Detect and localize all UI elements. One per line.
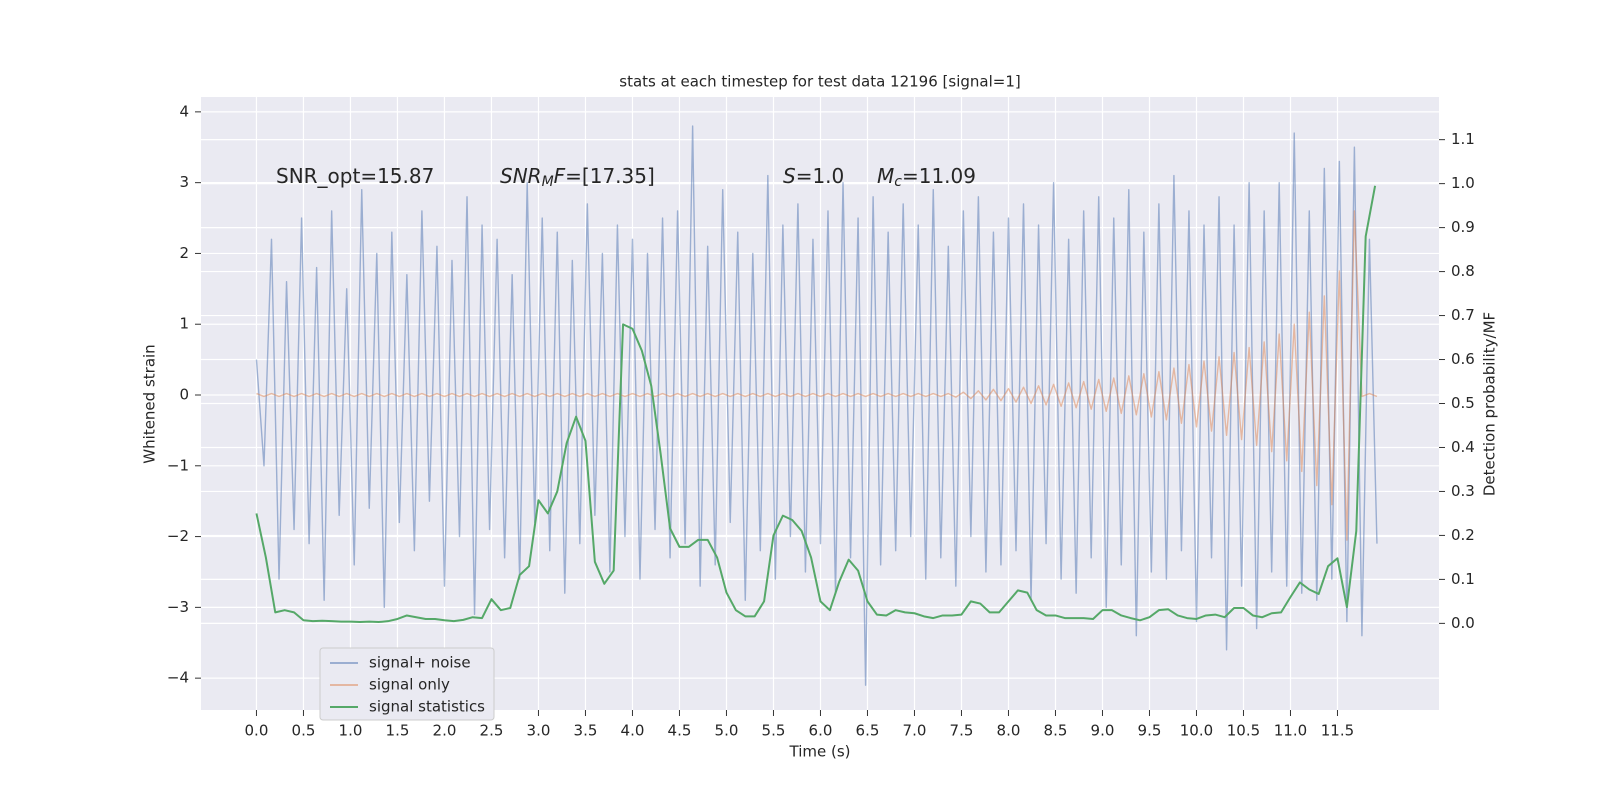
x-tick-label: 0.0 (245, 722, 269, 740)
y-tick-label: −1 (167, 456, 189, 474)
annotation-part: SNR_opt=15.87 (276, 164, 434, 188)
x-tick-label: 7.5 (950, 722, 974, 740)
x-tick-label: 2.5 (480, 722, 504, 740)
annotation: Mc=11.09 (877, 164, 976, 191)
x-tick-label: 8.5 (1044, 722, 1068, 740)
annotation-part: =1.0 (796, 164, 845, 188)
x-tick-label: 4.0 (621, 722, 645, 740)
y2-tick-label: 0.7 (1451, 306, 1475, 324)
x-tick-label: 4.5 (668, 722, 692, 740)
x-tick-label: 2.0 (433, 722, 457, 740)
marks (255, 125, 1378, 686)
x-tick-label: 9.0 (1091, 722, 1115, 740)
annotation-part: S (783, 164, 796, 188)
y2-tick-label: 0.2 (1451, 526, 1475, 544)
x-axis-label: Time (s) (789, 743, 851, 761)
annotation-part: M (877, 164, 894, 188)
y-tick-label: 0 (179, 386, 189, 404)
y-tick-label: 1 (179, 315, 189, 333)
y-tick-label: 3 (179, 173, 189, 191)
x-tick-label: 10.0 (1180, 722, 1213, 740)
x-tick-label: 1.0 (339, 722, 363, 740)
x-tick-label: 6.0 (809, 722, 833, 740)
x-tick-label: 1.5 (386, 722, 410, 740)
axes: 0.0 0.5 1.0 1.5 2.0 2.5 3.0 3.5 4.0 4.5 5.0 5.5 6.0 6… (167, 102, 1475, 739)
y2-tick-label: 0.9 (1451, 218, 1475, 236)
x-tick-label: 9.5 (1138, 722, 1162, 740)
annotation: SNRMF=[17.35] (500, 164, 655, 191)
x-tick-label: 11.0 (1274, 722, 1307, 740)
chart-title: stats at each timestep for test data 121… (619, 73, 1020, 91)
annotation-part: F (554, 164, 566, 188)
x-tick-label: 5.0 (715, 722, 739, 740)
x-tick-label: 5.5 (762, 722, 786, 740)
y2-tick-label: 0.0 (1451, 614, 1475, 632)
y2-tick-label: 0.5 (1451, 394, 1475, 412)
y2-tick-label: 0.1 (1451, 570, 1475, 588)
series-line (255, 185, 1377, 624)
legend-label: signal only (369, 676, 450, 694)
x-tick-label: 10.5 (1227, 722, 1260, 740)
annotation-part: =[17.35] (565, 164, 655, 188)
y-tick-label: −2 (167, 527, 189, 545)
annotation: SNR_opt=15.87 (276, 164, 434, 188)
x-tick-label: 11.5 (1321, 722, 1354, 740)
annotation-part: M (542, 174, 554, 190)
y-tick-label: −4 (167, 669, 189, 687)
y-axis-label: Whitened strain (141, 344, 159, 463)
series-line (256, 210, 1378, 541)
y2-tick-label: 0.3 (1451, 482, 1475, 500)
y2-tick-label: 0.6 (1451, 350, 1475, 368)
x-tick-label: 3.5 (574, 722, 598, 740)
legend-label: signal statistics (369, 698, 485, 716)
legend-box (319, 647, 495, 721)
annotation-part: =11.09 (902, 164, 976, 188)
x-tick-label: 6.5 (856, 722, 880, 740)
legend: signal+ noise signal only signal statistic… (319, 647, 495, 721)
y2-tick-label: 1.1 (1451, 130, 1475, 148)
y-tick-label: 2 (179, 244, 189, 262)
y2-axis-label: Detection probability/MF (1481, 312, 1499, 496)
x-tick-label: 7.0 (903, 722, 927, 740)
annotation-part: c (894, 174, 902, 190)
y2-tick-label: 0.4 (1451, 438, 1475, 456)
x-tick-label: 8.0 (997, 722, 1021, 740)
annotations: SNR_opt=15.87 SNRMF=[17.35] S=1.0 Mc=11.09 (276, 164, 976, 191)
legend-label: signal+ noise (369, 654, 471, 672)
annotation-part: SNR (500, 164, 542, 188)
y2-tick-label: 1.0 (1451, 174, 1475, 192)
series-line (255, 125, 1378, 686)
y-tick-label: 4 (179, 102, 189, 120)
y-tick-label: −3 (167, 598, 189, 616)
x-tick-label: 0.5 (292, 722, 316, 740)
x-tick-label: 3.0 (527, 722, 551, 740)
annotation: S=1.0 (783, 164, 844, 188)
y2-tick-label: 0.8 (1451, 262, 1475, 280)
